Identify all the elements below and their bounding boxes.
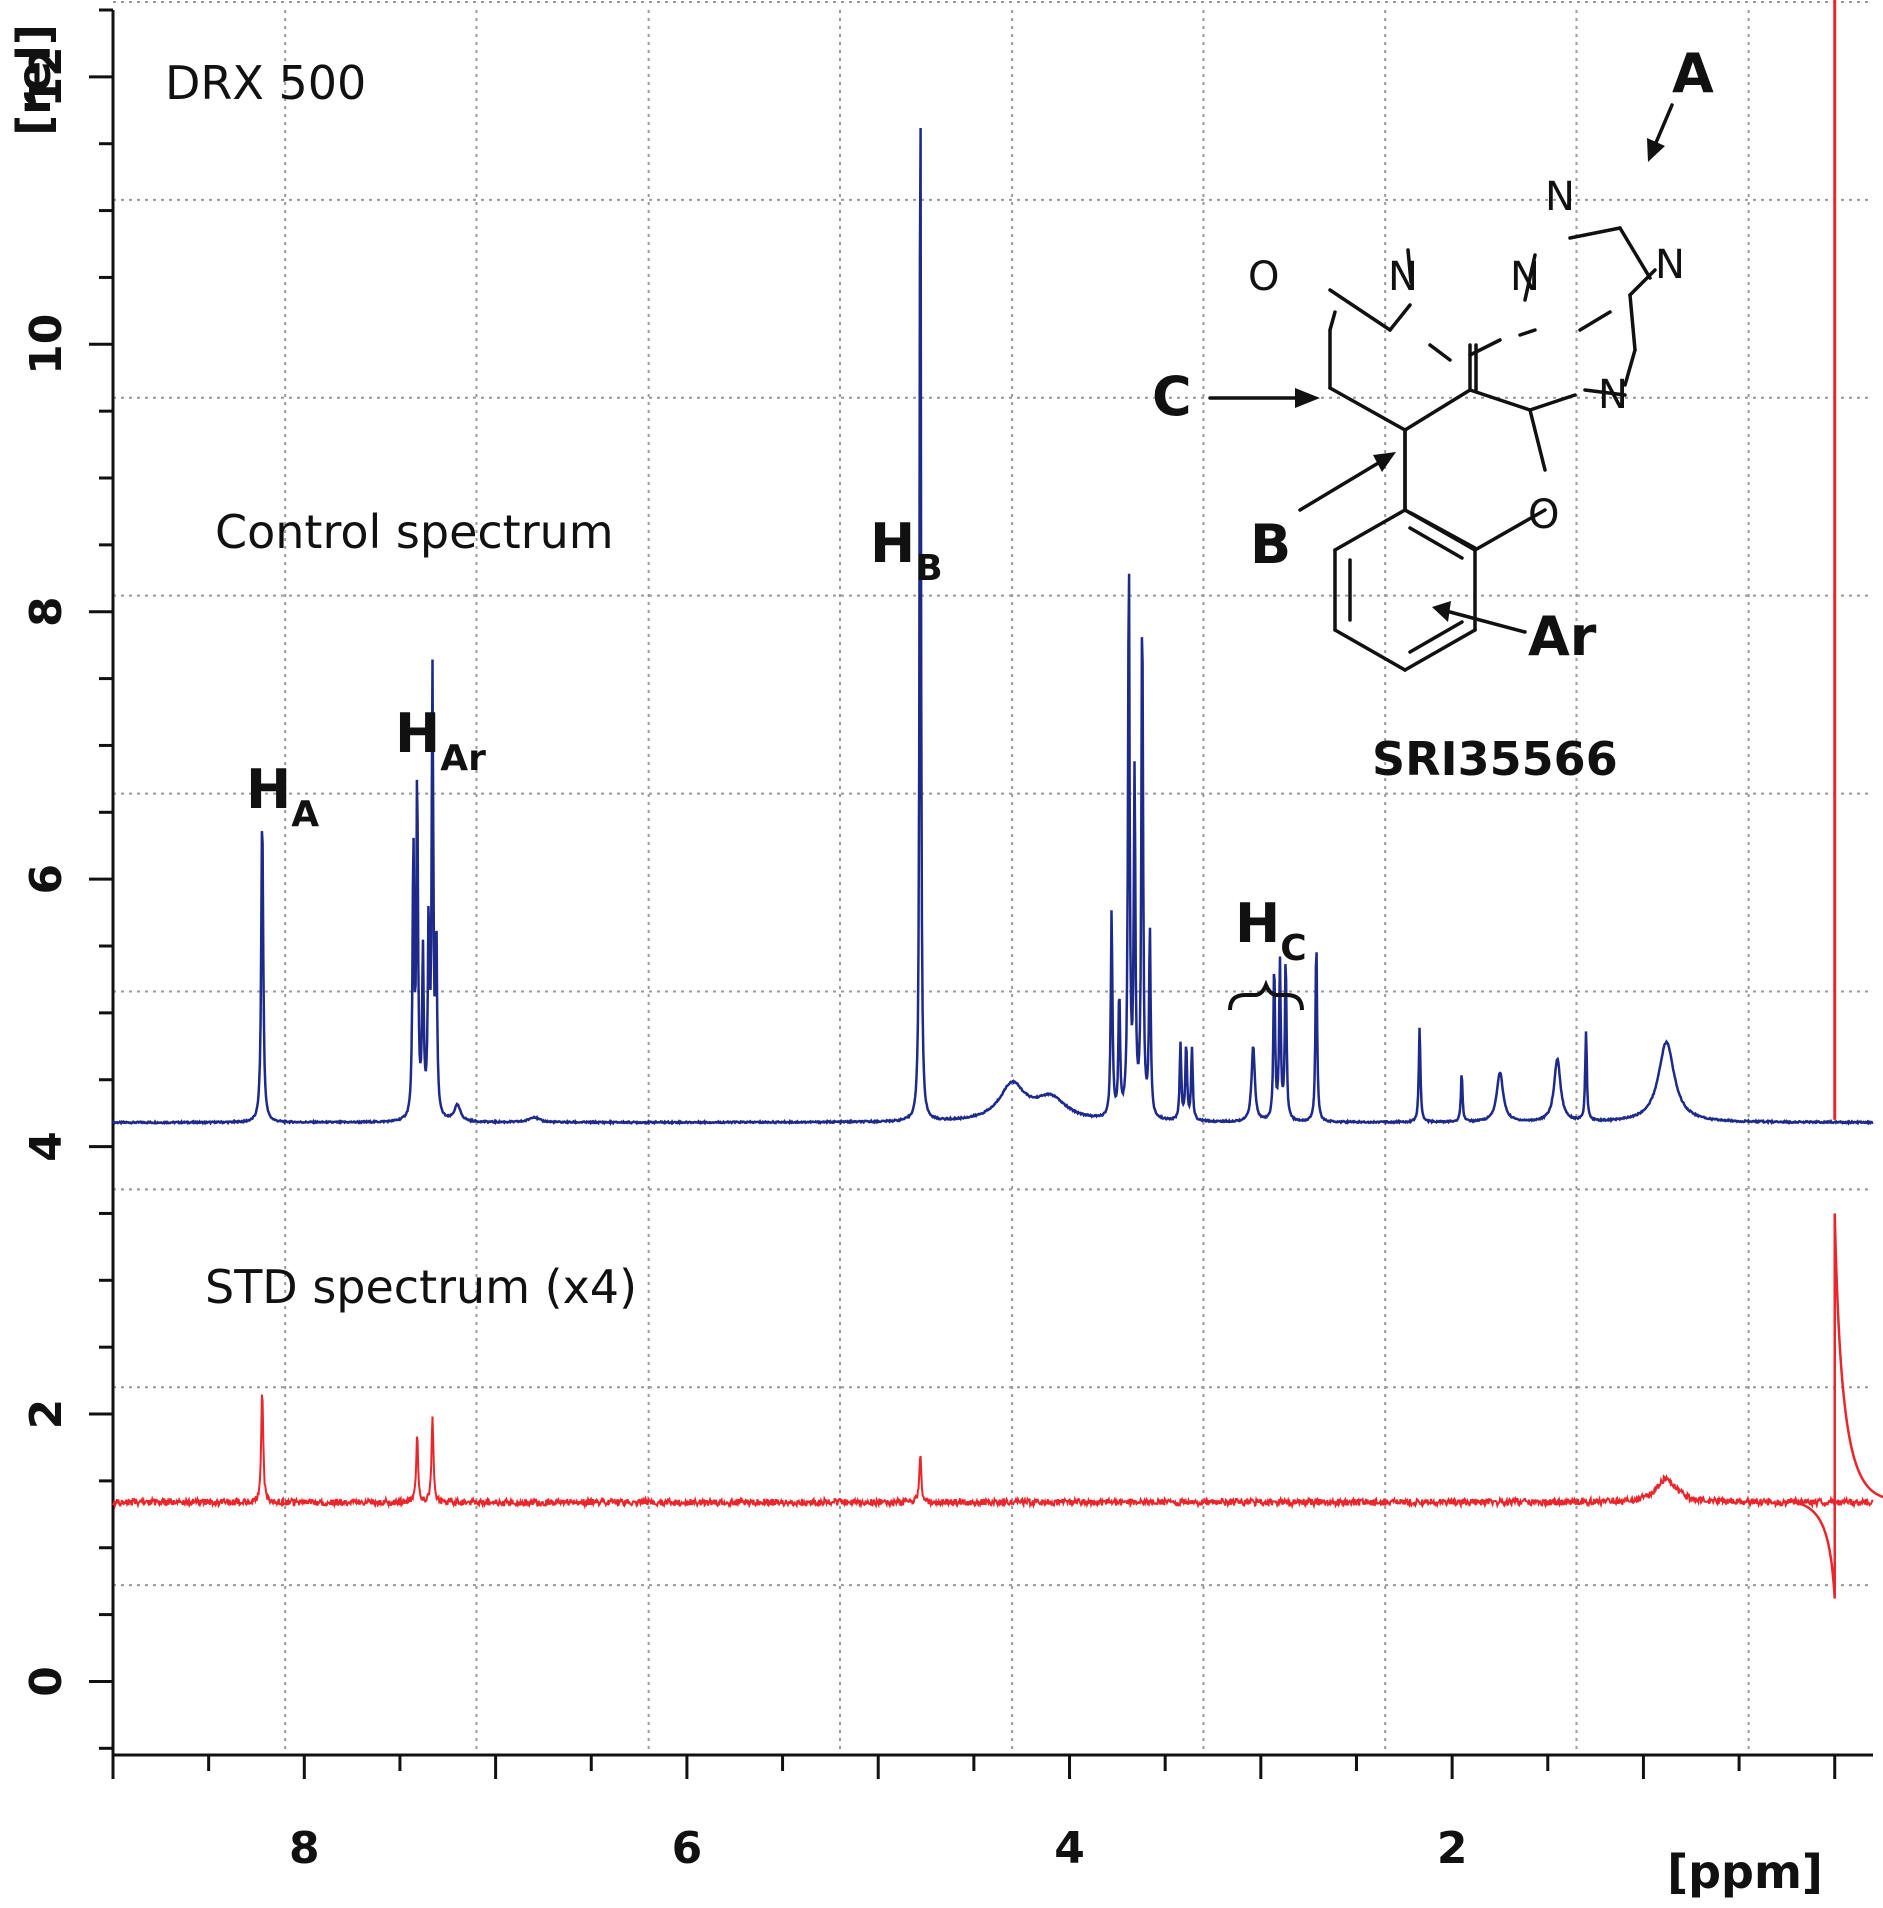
- molecule-label-a: A: [1672, 42, 1714, 105]
- peak-label-har: HAr: [395, 702, 486, 779]
- molecule-label-c: C: [1152, 365, 1192, 428]
- atom-n-4: N: [1388, 254, 1418, 300]
- peak-label-ha: HA: [246, 758, 319, 835]
- axes: 8 6 4 2 0 2 4 6 8 10 12: [21, 8, 1873, 1874]
- y-tick-label-4: 4: [21, 1131, 72, 1162]
- molecule-name: SRI35566: [1372, 732, 1618, 786]
- x-tick-label-4: 4: [1054, 1823, 1085, 1874]
- y-tick-label-0: 0: [21, 1666, 72, 1697]
- hc-bracket: [1228, 979, 1304, 1011]
- series-label-control: Control spectrum: [215, 505, 614, 559]
- peak-label-hb-base: H: [870, 512, 915, 575]
- series-0-trace: [111, 127, 1874, 1126]
- molecule-atoms: N N N N N O O A C B Ar SRI35566: [1152, 42, 1714, 786]
- series-label-std: STD spectrum (x4): [205, 1260, 637, 1314]
- molecule-label-ar: Ar: [1528, 605, 1597, 668]
- atom-o-2: O: [1528, 492, 1559, 538]
- instrument-label: DRX 500: [165, 56, 366, 110]
- x-axis-title: [ppm]: [1667, 1845, 1823, 1899]
- y-tick-label-10: 10: [21, 314, 72, 375]
- reference-dispersion: [1794, 1213, 1883, 1599]
- atom-n-2: N: [1655, 242, 1685, 288]
- y-tick-label-8: 8: [21, 596, 72, 627]
- gridlines: [113, 0, 1873, 1755]
- peak-label-hc-sub: C: [1280, 928, 1306, 969]
- series-layer: [111, 0, 1883, 1599]
- y-tick-label-2: 2: [21, 1399, 72, 1430]
- molecule-structure: [1208, 103, 1674, 672]
- molecule-arrows: [1208, 103, 1674, 634]
- peak-label-ha-sub: A: [291, 794, 319, 835]
- peak-label-hc-base: H: [1235, 892, 1280, 955]
- x-tick-label-8: 8: [289, 1823, 320, 1874]
- peak-label-hb: HB: [870, 512, 943, 589]
- y-tick-label-12: 12: [21, 46, 72, 107]
- benzene-ring: [1333, 508, 1477, 672]
- atom-n-3: N: [1510, 254, 1540, 300]
- atom-o-1: O: [1248, 254, 1279, 300]
- peak-label-har-base: H: [395, 702, 440, 765]
- peak-label-hb-sub: B: [915, 548, 942, 589]
- molecule-label-b: B: [1250, 513, 1291, 576]
- peak-label-ha-base: H: [246, 758, 291, 821]
- atom-n-1: N: [1545, 174, 1575, 220]
- x-tick-label-6: 6: [672, 1823, 703, 1874]
- peak-label-har-sub: Ar: [440, 738, 486, 779]
- atom-n-5: N: [1598, 372, 1628, 418]
- peak-label-hc: HC: [1235, 892, 1307, 969]
- y-tick-label-6: 6: [21, 864, 72, 895]
- series-1-trace: [112, 1394, 1874, 1510]
- y-axis-title: [rel]: [7, 24, 61, 136]
- x-tick-label-2: 2: [1437, 1823, 1468, 1874]
